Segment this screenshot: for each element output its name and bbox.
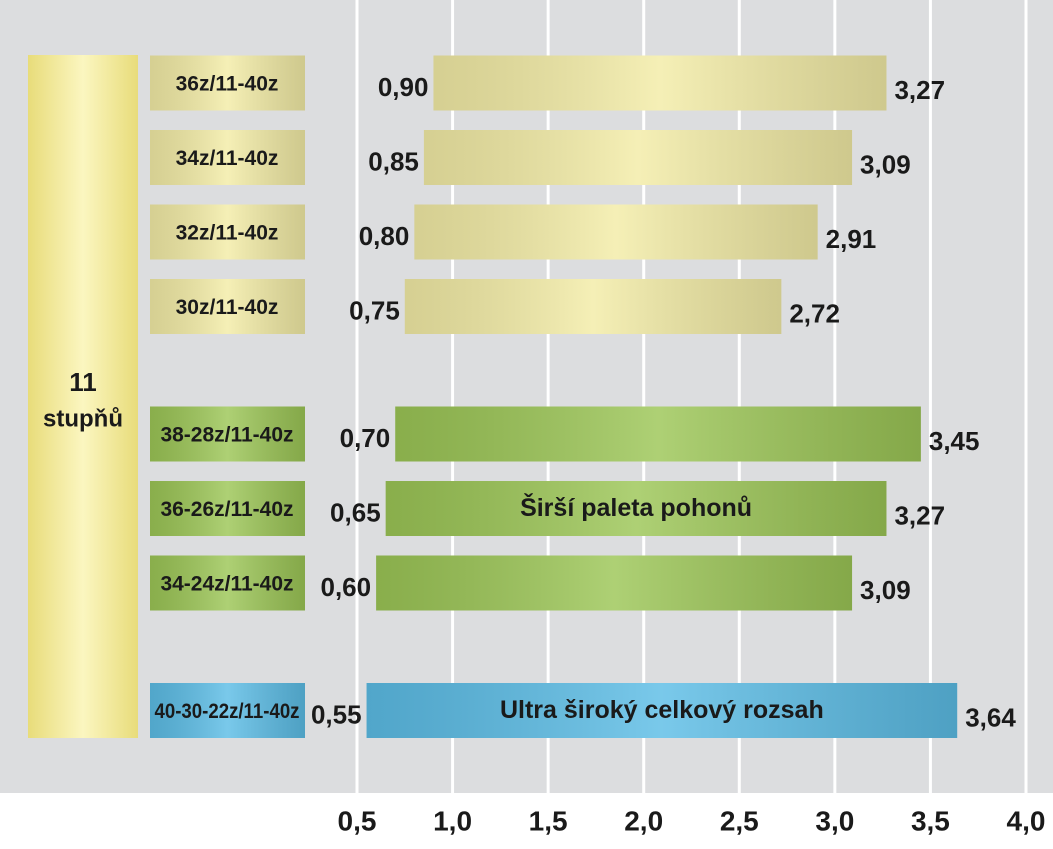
range-bar-shade	[433, 55, 887, 111]
x-tick-label: 1,0	[433, 805, 472, 836]
x-tick-label: 4,0	[1007, 805, 1046, 836]
x-tick-label: 1,5	[529, 805, 568, 836]
x-tick-label: 3,5	[911, 805, 950, 836]
low-label: 0,60	[321, 572, 372, 602]
high-label: 3,45	[929, 426, 980, 456]
side-label: 11	[69, 367, 97, 397]
high-label: 3,09	[860, 575, 911, 605]
low-label: 0,80	[359, 221, 410, 251]
category-label: 30z/11-40z	[176, 296, 279, 319]
category-box-shade	[150, 55, 305, 111]
annotation: Ultra široký celkový rozsah	[500, 696, 824, 724]
x-tick-label: 3,0	[815, 805, 854, 836]
side-column	[28, 55, 138, 738]
high-label: 3,09	[860, 149, 911, 179]
x-tick-label: 2,5	[720, 805, 759, 836]
range-bar-shade	[414, 204, 818, 260]
category-box-shade	[150, 555, 305, 611]
range-bar-shade	[385, 481, 887, 536]
category-box-shade	[150, 279, 305, 334]
side-label: stupňů	[43, 405, 123, 432]
range-bar-shade	[376, 555, 853, 611]
high-label: 3,64	[965, 702, 1016, 732]
category-label: 34z/11-40z	[176, 147, 279, 170]
high-label: 2,72	[789, 298, 840, 328]
range-bar-shade	[395, 406, 921, 462]
category-label: 36z/11-40z	[176, 73, 279, 96]
annotation: Širší paleta pohonů	[520, 492, 752, 522]
high-label: 3,27	[894, 75, 945, 105]
plot-background	[0, 0, 1053, 793]
x-tick-label: 0,5	[338, 805, 377, 836]
high-label: 2,91	[826, 224, 877, 254]
category-box-shade	[150, 204, 305, 260]
low-label: 0,75	[349, 295, 400, 325]
low-label: 0,85	[368, 146, 419, 176]
high-label: 3,27	[894, 500, 945, 530]
category-label: 40-30-22z/11-40z	[155, 700, 300, 723]
category-box-shade	[150, 683, 305, 738]
x-tick-label: 2,0	[624, 805, 663, 836]
low-label: 0,90	[378, 72, 429, 102]
low-label: 0,55	[311, 699, 362, 729]
category-box-shade	[150, 130, 305, 185]
range-bar-shade	[404, 279, 782, 334]
range-bar-shade	[366, 683, 958, 738]
low-label: 0,65	[330, 497, 381, 527]
low-label: 0,70	[340, 423, 391, 453]
category-label: 36-26z/11-40z	[160, 498, 293, 521]
category-label: 32z/11-40z	[176, 222, 279, 245]
category-label: 34-24z/11-40z	[160, 573, 293, 596]
range-bar-shade	[423, 130, 853, 185]
category-label: 38-28z/11-40z	[160, 424, 293, 447]
category-box-shade	[150, 406, 305, 462]
category-box-shade	[150, 481, 305, 536]
